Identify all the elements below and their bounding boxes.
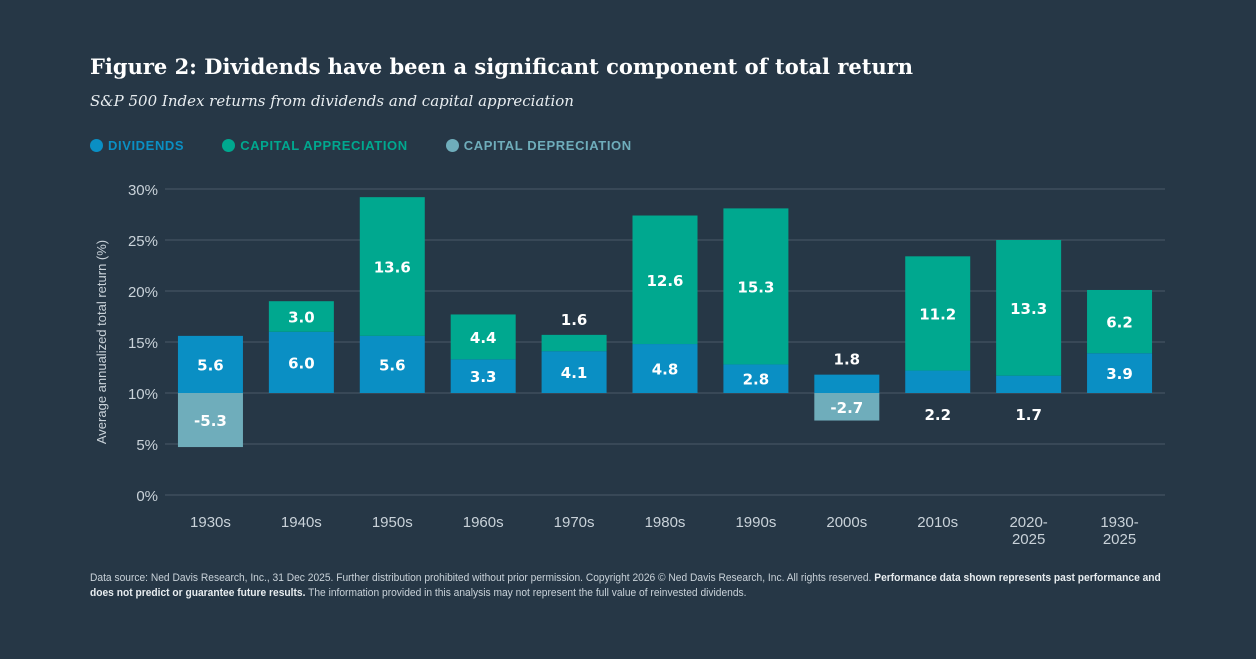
label-dividends: 1.7 bbox=[1015, 406, 1042, 424]
label-capital-appreciation: 6.2 bbox=[1106, 314, 1133, 332]
label-capital-appreciation: 3.0 bbox=[288, 309, 315, 327]
label-dividends: 2.2 bbox=[924, 406, 951, 424]
x-tick-label: 1940s bbox=[281, 514, 322, 531]
y-tick-label: 20% bbox=[128, 284, 158, 301]
x-tick-label: 2025 bbox=[1103, 531, 1136, 548]
label-dividends: 5.6 bbox=[197, 356, 224, 374]
bar-dividends bbox=[814, 374, 880, 393]
label-capital-appreciation: 15.3 bbox=[737, 278, 774, 296]
legend-dividends-label: DIVIDENDS bbox=[108, 138, 185, 153]
label-dividends: 5.6 bbox=[379, 356, 406, 374]
legend-depreciation-swatch bbox=[445, 139, 459, 152]
bar-dividends bbox=[450, 359, 516, 393]
legend-appreciation-swatch bbox=[222, 139, 236, 152]
label-dividends: 4.1 bbox=[561, 364, 588, 382]
x-tick-label: 1930s bbox=[190, 514, 231, 531]
label-capital-depreciation: -2.7 bbox=[830, 399, 863, 417]
bar-dividends bbox=[996, 375, 1062, 393]
bar-dividends bbox=[541, 351, 607, 393]
bar-capital-depreciation bbox=[814, 393, 880, 421]
bar-dividends bbox=[632, 344, 698, 393]
footer-disclaimer: Performance data shown represents past p… bbox=[90, 572, 1161, 599]
legend-depreciation-label: CAPITAL DEPRECIATION bbox=[463, 138, 632, 153]
y-tick-label: 10% bbox=[128, 386, 158, 403]
footer-source: Data source: Ned Davis Research, Inc., 3… bbox=[90, 572, 875, 584]
chart-subtitle: S&P 500 Index returns from dividends and… bbox=[90, 92, 574, 110]
x-tick-label: 1970s bbox=[554, 514, 595, 531]
x-tick-label: 1960s bbox=[463, 514, 504, 531]
x-tick-label: 1930- bbox=[1100, 514, 1138, 531]
bar-dividends bbox=[1087, 353, 1153, 393]
label-capital-appreciation: 4.4 bbox=[470, 329, 497, 347]
x-tick-label: 2010s bbox=[917, 514, 958, 531]
bar-capital-depreciation bbox=[177, 393, 243, 448]
bar-dividends bbox=[359, 335, 425, 393]
y-tick-label: 30% bbox=[128, 182, 158, 199]
x-tick-label: 1980s bbox=[645, 514, 686, 531]
bar-dividends bbox=[268, 331, 334, 393]
label-capital-appreciation: 1.6 bbox=[561, 311, 588, 329]
footer-dividends-note: The information provided in this analysi… bbox=[305, 587, 747, 599]
y-axis-label: Average annualized total return (%) bbox=[94, 240, 109, 444]
label-dividends: 4.8 bbox=[652, 361, 679, 379]
label-capital-appreciation: 13.6 bbox=[374, 259, 411, 277]
y-tick-label: 15% bbox=[128, 335, 158, 352]
bar-capital-appreciation bbox=[450, 314, 516, 360]
x-tick-label: 2020- bbox=[1009, 514, 1047, 531]
label-dividends: 2.8 bbox=[743, 371, 770, 389]
bar-dividends bbox=[177, 335, 243, 393]
chart-title: Figure 2: Dividends have been a signific… bbox=[90, 54, 914, 79]
label-capital-appreciation: 13.3 bbox=[1010, 300, 1047, 318]
x-tick-label: 1990s bbox=[735, 514, 776, 531]
legend-appreciation-label: CAPITAL APPRECIATION bbox=[240, 138, 408, 153]
label-dividends: 6.0 bbox=[288, 354, 315, 372]
y-tick-label: 5% bbox=[136, 437, 158, 454]
bar-capital-appreciation bbox=[996, 240, 1062, 376]
label-dividends: 3.3 bbox=[470, 368, 497, 386]
legend-capital-depreciation: CAPITAL DEPRECIATION bbox=[445, 138, 632, 153]
label-capital-appreciation: 11.2 bbox=[919, 305, 956, 323]
bar-dividends bbox=[723, 364, 789, 393]
x-tick-label: 1950s bbox=[372, 514, 413, 531]
bar-chart: 0% 5% 10% 15% 20% 25% 30% Average annualized to… bbox=[94, 182, 1165, 548]
x-tick-label: 2000s bbox=[826, 514, 867, 531]
footer-note: Data source: Ned Davis Research, Inc., 3… bbox=[90, 571, 1180, 601]
bar-capital-appreciation bbox=[1087, 289, 1153, 354]
bar-capital-appreciation bbox=[541, 334, 607, 352]
legend: DIVIDENDS CAPITAL APPRECIATION CAPITAL D… bbox=[90, 138, 632, 153]
bar-capital-appreciation bbox=[268, 301, 334, 332]
bar-capital-appreciation bbox=[905, 256, 971, 371]
label-capital-appreciation: 12.6 bbox=[646, 272, 683, 290]
label-dividends: 1.8 bbox=[834, 351, 861, 369]
legend-dividends-swatch bbox=[90, 139, 103, 152]
y-tick-label: 0% bbox=[136, 488, 158, 505]
label-capital-depreciation: -5.3 bbox=[194, 412, 227, 430]
bar-capital-appreciation bbox=[632, 215, 698, 345]
legend-capital-appreciation: CAPITAL APPRECIATION bbox=[222, 138, 408, 153]
bar-capital-appreciation bbox=[723, 208, 789, 365]
x-tick-label: 2025 bbox=[1012, 531, 1045, 548]
legend-dividends: DIVIDENDS bbox=[90, 138, 184, 153]
bar-capital-appreciation bbox=[359, 197, 425, 336]
label-dividends: 3.9 bbox=[1106, 365, 1133, 383]
y-tick-label: 25% bbox=[128, 233, 158, 250]
bar-dividends bbox=[905, 370, 971, 393]
